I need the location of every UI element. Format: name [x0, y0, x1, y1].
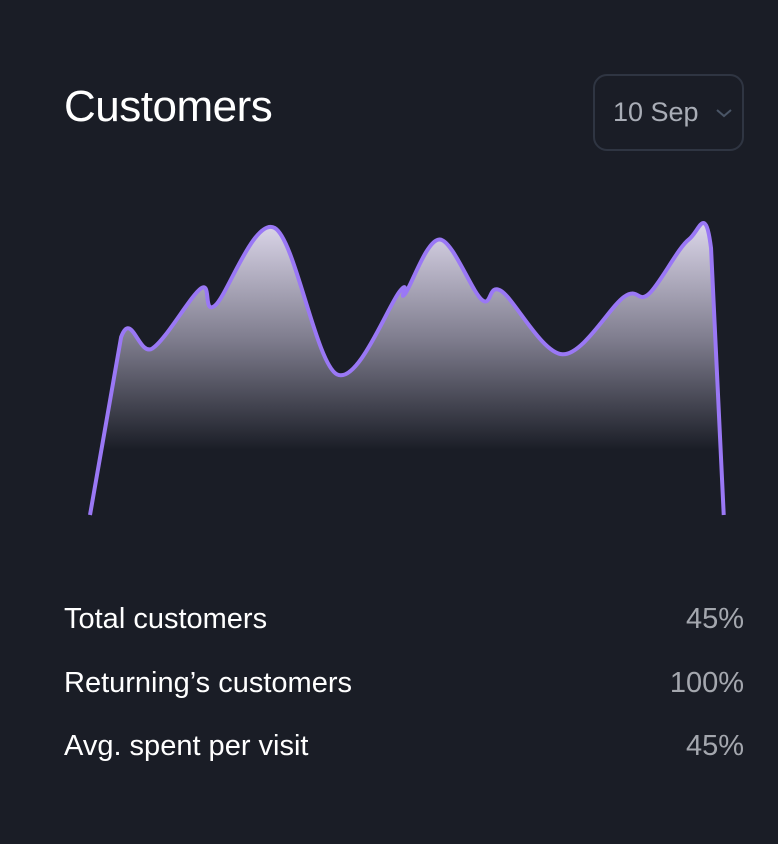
stat-row-avg-spent: Avg. spent per visit 45% — [64, 730, 744, 763]
area-fill — [90, 222, 724, 516]
stat-label: Avg. spent per visit — [64, 730, 309, 762]
stat-value: 45% — [685, 603, 744, 635]
date-select[interactable]: 10 Sep — [593, 74, 744, 151]
stat-label: Returning’s customers — [64, 667, 352, 699]
date-select-value: 10 Sep — [613, 97, 699, 127]
chevron-down-icon — [715, 108, 732, 117]
stat-value: 45% — [685, 730, 744, 762]
customers-area-chart — [88, 221, 726, 516]
stat-label: Total customers — [64, 603, 268, 635]
stat-row-total-customers: Total customers 45% — [64, 603, 744, 636]
series-line — [88, 221, 726, 516]
card-title: Customers — [64, 82, 273, 131]
stat-row-returning-customers: Returning’s customers 100% — [64, 667, 744, 700]
stat-value: 100% — [669, 667, 744, 699]
